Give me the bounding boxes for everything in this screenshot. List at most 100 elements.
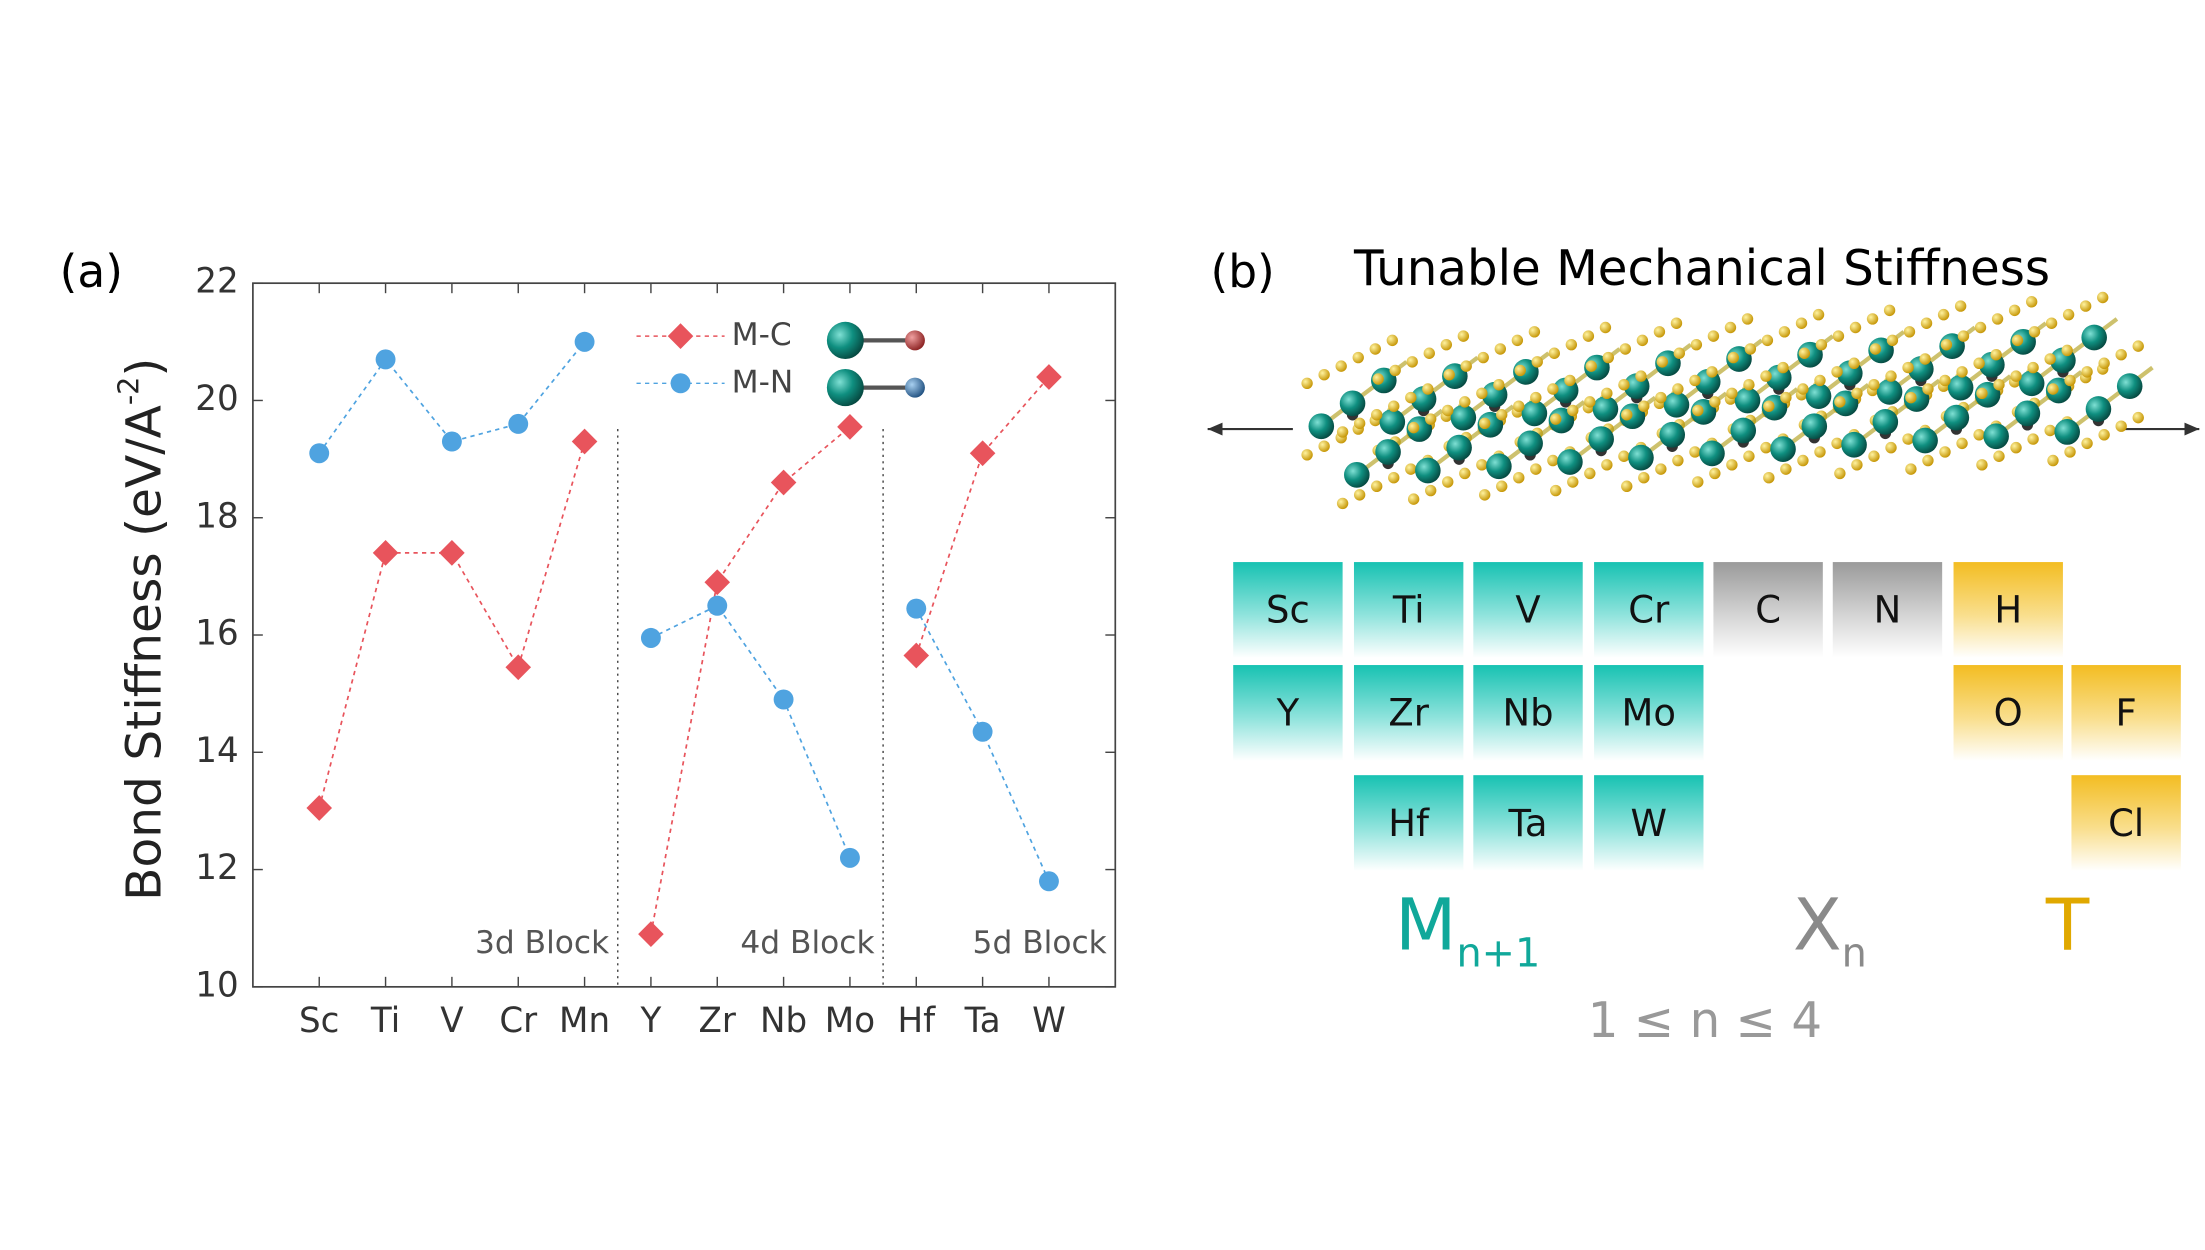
atom bbox=[1902, 433, 1914, 445]
legend-label: M-N bbox=[732, 364, 794, 400]
atom bbox=[1353, 489, 1366, 501]
atom bbox=[1517, 430, 1543, 457]
atom bbox=[1770, 436, 1796, 462]
series-line bbox=[650, 604, 851, 859]
element-symbol: Y bbox=[1276, 692, 1300, 735]
element-tile bbox=[2071, 665, 2181, 761]
atom bbox=[1442, 404, 1454, 417]
block-label: 4d Block bbox=[740, 925, 875, 961]
atom bbox=[1406, 356, 1418, 368]
atom bbox=[1459, 396, 1471, 408]
atom bbox=[1372, 373, 1384, 385]
atom bbox=[1388, 471, 1400, 484]
element-tile bbox=[1473, 562, 1583, 658]
atom bbox=[1457, 330, 1470, 342]
y-axis-label: Bond Stiffness (eV/A-2) bbox=[113, 358, 173, 901]
atom bbox=[1584, 467, 1596, 480]
atom bbox=[1993, 379, 2005, 391]
y-tick-label: 12 bbox=[195, 848, 238, 888]
structure-illustration bbox=[1301, 291, 2154, 510]
atom bbox=[1885, 441, 1897, 454]
atom bbox=[1450, 404, 1477, 431]
atom bbox=[1922, 454, 1934, 467]
x-tick-label: Hf bbox=[897, 1001, 936, 1041]
atom bbox=[1547, 383, 1559, 395]
atom bbox=[2045, 317, 2058, 329]
x-tick-label: Cr bbox=[499, 1001, 538, 1041]
atom bbox=[1528, 326, 1541, 338]
atom bbox=[1513, 400, 1525, 412]
atom bbox=[1973, 429, 1985, 441]
data-point bbox=[903, 642, 930, 669]
atom bbox=[1690, 338, 1703, 351]
atom bbox=[2098, 429, 2110, 441]
atom bbox=[1974, 321, 1987, 334]
element-symbol: W bbox=[1631, 802, 1668, 845]
x-tick-label: Zr bbox=[699, 1001, 737, 1041]
atom bbox=[1760, 370, 1772, 382]
element-tile bbox=[1473, 775, 1583, 871]
atom bbox=[1476, 387, 1488, 400]
atom bbox=[1886, 334, 1899, 347]
atom bbox=[1869, 343, 1882, 355]
atom bbox=[1872, 409, 1899, 435]
atom bbox=[2061, 344, 2073, 357]
y-tick-label: 22 bbox=[195, 262, 238, 302]
atom bbox=[1353, 417, 1366, 430]
element-tile bbox=[1353, 665, 1464, 761]
atom bbox=[1477, 351, 1489, 364]
legend-icon-atom bbox=[826, 368, 864, 407]
atom bbox=[1493, 379, 1505, 391]
atom bbox=[1947, 374, 1974, 401]
y-axis-label-text: Bond Stiffness (eV/A bbox=[117, 405, 173, 901]
data-point bbox=[704, 569, 731, 596]
atom bbox=[1371, 409, 1383, 421]
atom bbox=[2047, 383, 2059, 395]
atom bbox=[1689, 374, 1701, 387]
atom bbox=[1727, 351, 1739, 364]
legend-icon-atom bbox=[905, 377, 925, 398]
atom bbox=[1564, 374, 1576, 387]
atom bbox=[1352, 351, 1364, 364]
atom bbox=[1673, 347, 1686, 359]
x-tick-label: Mo bbox=[825, 1001, 875, 1041]
atom bbox=[1407, 493, 1420, 505]
data-point bbox=[571, 428, 598, 455]
atom bbox=[1599, 321, 1612, 334]
atom bbox=[1709, 396, 1721, 408]
atom bbox=[1585, 360, 1597, 372]
atom bbox=[1903, 326, 1916, 338]
atom bbox=[2085, 396, 2112, 422]
atom bbox=[1724, 321, 1737, 334]
atom bbox=[1446, 434, 1472, 461]
atom bbox=[1851, 459, 1863, 471]
data-point bbox=[372, 540, 399, 566]
atom bbox=[1548, 347, 1560, 359]
atom bbox=[1763, 400, 1775, 412]
element-tile bbox=[1353, 775, 1464, 871]
panel-label: (a) bbox=[60, 245, 123, 298]
data-point bbox=[1039, 871, 1059, 892]
element-symbol: Hf bbox=[1388, 802, 1430, 845]
atom bbox=[2064, 446, 2076, 458]
atom bbox=[1726, 459, 1738, 471]
atom bbox=[2115, 420, 2127, 432]
atom bbox=[1805, 383, 1832, 410]
atom bbox=[1689, 446, 1701, 458]
atom bbox=[1814, 374, 1826, 387]
data-point bbox=[773, 689, 794, 710]
atom bbox=[1514, 364, 1526, 377]
group-label: Mn+1 bbox=[1395, 883, 1540, 976]
x-tick-label: Ta bbox=[964, 1001, 1001, 1041]
element-symbol: O bbox=[1994, 692, 2023, 735]
atom bbox=[1478, 417, 1491, 430]
atom bbox=[1957, 330, 1970, 342]
atom bbox=[1301, 449, 1313, 461]
atom bbox=[1707, 330, 1720, 342]
element-tile bbox=[1233, 562, 1343, 658]
series-line bbox=[915, 608, 1050, 882]
atom bbox=[1885, 370, 1897, 382]
atom bbox=[2081, 437, 2093, 450]
atom bbox=[1478, 489, 1491, 501]
atom bbox=[1530, 391, 1542, 404]
